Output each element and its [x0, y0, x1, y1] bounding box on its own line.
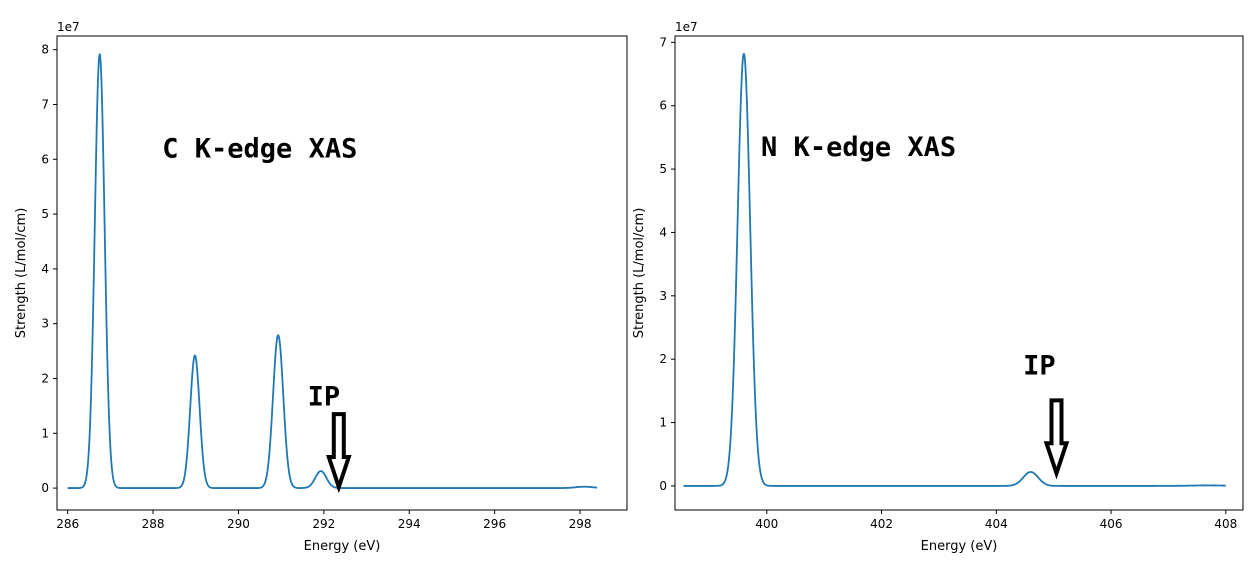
y-axis-label: Strength (L/mol/cm) — [14, 208, 29, 339]
y-tick-label: 4 — [41, 262, 49, 276]
y-tick-label: 5 — [659, 162, 667, 176]
x-axis-label: Energy (eV) — [921, 539, 998, 554]
x-tick-label: 294 — [398, 517, 421, 531]
y-axis-label: Strength (L/mol/cm) — [632, 208, 647, 339]
down-arrow-icon — [326, 412, 352, 494]
x-tick-label: 296 — [483, 517, 506, 531]
down-arrow-icon — [1043, 398, 1070, 480]
spectrum-line — [683, 53, 1227, 487]
chart-panel-1: 286 288 290 292 294 296 298 0 1 2 3 4 5 6 7 8 1e7 Energy … — [14, 20, 628, 554]
chart-panel-2: 400 402 404 406 408 0 1 2 3 4 5 6 7 1e7 Energy (eV) Str… — [632, 20, 1244, 554]
y-tick-label: 1 — [41, 426, 49, 440]
plot-frame — [674, 35, 1244, 511]
y-tick-label: 5 — [41, 207, 49, 221]
y-tick-label: 4 — [659, 225, 667, 239]
y-offset-label: 1e7 — [57, 20, 80, 34]
y-tick-label: 3 — [41, 317, 49, 331]
ip-annotation-label: IP — [308, 382, 341, 413]
x-tick-label: 298 — [569, 517, 592, 531]
y-tick-label: 7 — [659, 35, 667, 49]
y-tick-label: 0 — [659, 479, 667, 493]
y-tick-label: 8 — [41, 43, 49, 57]
y-tick-label: 6 — [659, 99, 667, 113]
x-tick-label: 400 — [755, 517, 778, 531]
y-tick-label: 3 — [659, 289, 667, 303]
x-tick-label: 290 — [227, 517, 250, 531]
x-tick-label: 286 — [56, 517, 79, 531]
y-tick-label: 2 — [659, 352, 667, 366]
x-tick-label: 288 — [142, 517, 165, 531]
y-offset-label: 1e7 — [675, 20, 698, 34]
x-tick-label: 406 — [1100, 517, 1123, 531]
x-tick-label: 292 — [312, 517, 335, 531]
x-tick-label: 404 — [985, 517, 1008, 531]
plot-frame — [56, 35, 628, 511]
y-tick-label: 7 — [41, 97, 49, 111]
y-tick-label: 6 — [41, 152, 49, 166]
x-tick-label: 408 — [1214, 517, 1237, 531]
spectrum-line — [67, 53, 598, 489]
panel-annotation-title: C K-edge XAS — [162, 133, 357, 164]
y-tick-label: 1 — [659, 416, 667, 430]
ip-annotation-label: IP — [1023, 351, 1056, 382]
x-tick-label: 402 — [870, 517, 893, 531]
x-axis-label: Energy (eV) — [304, 539, 381, 554]
y-tick-label: 2 — [41, 371, 49, 385]
panel-annotation-title: N K-edge XAS — [761, 132, 956, 163]
y-tick-label: 0 — [41, 481, 49, 495]
